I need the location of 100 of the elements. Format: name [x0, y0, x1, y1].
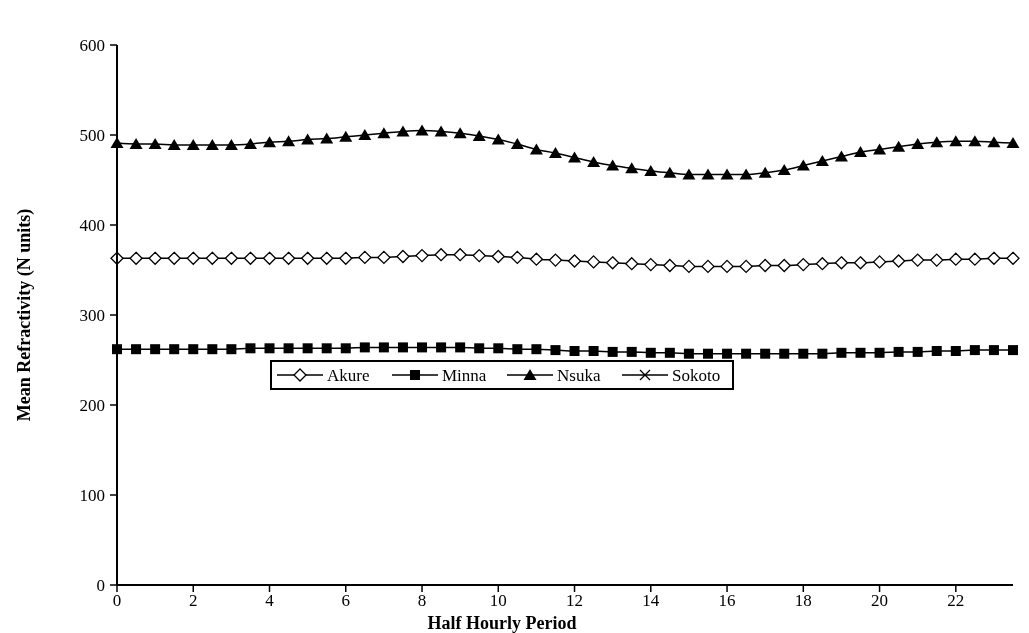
point	[493, 343, 504, 354]
point	[912, 346, 923, 357]
point	[472, 129, 486, 141]
point	[720, 168, 734, 180]
point	[186, 138, 200, 150]
point	[701, 168, 715, 180]
point	[968, 135, 982, 147]
point	[987, 251, 1001, 265]
point	[645, 347, 656, 358]
point	[321, 343, 332, 354]
point	[853, 256, 868, 270]
point	[339, 251, 353, 265]
x-tick-label: 20	[871, 591, 889, 610]
point	[243, 251, 258, 265]
point	[129, 138, 143, 149]
point	[663, 258, 677, 273]
point	[720, 259, 734, 274]
point	[377, 127, 391, 139]
point	[148, 138, 162, 149]
point	[510, 250, 524, 265]
point	[378, 342, 389, 353]
point	[129, 251, 143, 265]
y-tick-label: 300	[79, 305, 105, 325]
point	[606, 159, 620, 171]
point	[949, 252, 963, 266]
point	[205, 138, 219, 150]
point	[796, 159, 810, 171]
point	[207, 344, 218, 355]
y-tick-label: 400	[79, 215, 105, 235]
point	[359, 342, 370, 353]
point	[301, 133, 315, 145]
point	[226, 344, 237, 355]
x-tick-label: 6	[341, 591, 351, 610]
point	[758, 258, 772, 273]
point	[815, 257, 830, 271]
point	[760, 348, 771, 359]
point	[930, 136, 944, 148]
point	[453, 127, 467, 139]
point	[911, 253, 925, 267]
point	[320, 132, 334, 144]
point	[434, 248, 448, 262]
point	[474, 343, 485, 354]
y-tick-label: 500	[79, 125, 105, 145]
point	[567, 254, 582, 268]
point	[777, 258, 791, 273]
point	[798, 348, 809, 359]
point	[531, 344, 542, 355]
point	[607, 346, 618, 357]
point	[186, 251, 200, 265]
point	[300, 251, 315, 265]
point	[188, 344, 199, 355]
point	[453, 248, 467, 262]
point	[224, 251, 239, 265]
point	[949, 135, 963, 147]
point	[550, 345, 561, 356]
point	[796, 257, 810, 272]
point	[626, 346, 637, 357]
point	[264, 343, 275, 354]
point	[434, 125, 448, 137]
point	[320, 251, 334, 265]
point	[644, 165, 658, 176]
point	[911, 138, 925, 149]
point	[893, 346, 904, 357]
point	[510, 138, 524, 149]
point	[529, 143, 543, 155]
point	[245, 343, 256, 354]
point	[722, 348, 733, 359]
point	[739, 259, 753, 274]
point	[682, 259, 696, 274]
point	[988, 345, 999, 356]
point	[587, 156, 601, 167]
point	[491, 133, 505, 145]
point	[436, 342, 447, 353]
point	[150, 344, 161, 355]
point	[131, 344, 142, 355]
point	[491, 249, 505, 264]
point	[664, 347, 675, 358]
point	[167, 138, 181, 150]
x-axis-title: Half Hourly Period	[427, 613, 577, 633]
point	[283, 343, 294, 354]
point	[815, 155, 829, 167]
point	[1008, 345, 1018, 356]
point	[606, 256, 620, 270]
point	[663, 166, 677, 178]
point	[969, 345, 980, 356]
y-tick-label: 200	[79, 395, 105, 415]
point	[169, 344, 180, 355]
point	[817, 348, 828, 359]
point	[548, 253, 563, 267]
point	[872, 255, 887, 269]
point	[1006, 137, 1020, 149]
x-tick-label: 12	[566, 591, 584, 610]
point	[987, 136, 1001, 148]
x-tick-label: 14	[642, 591, 660, 610]
x-tick-label: 2	[189, 591, 198, 610]
point	[548, 147, 562, 158]
point	[836, 347, 847, 358]
point	[415, 248, 429, 263]
point	[950, 346, 961, 356]
point	[892, 140, 906, 152]
